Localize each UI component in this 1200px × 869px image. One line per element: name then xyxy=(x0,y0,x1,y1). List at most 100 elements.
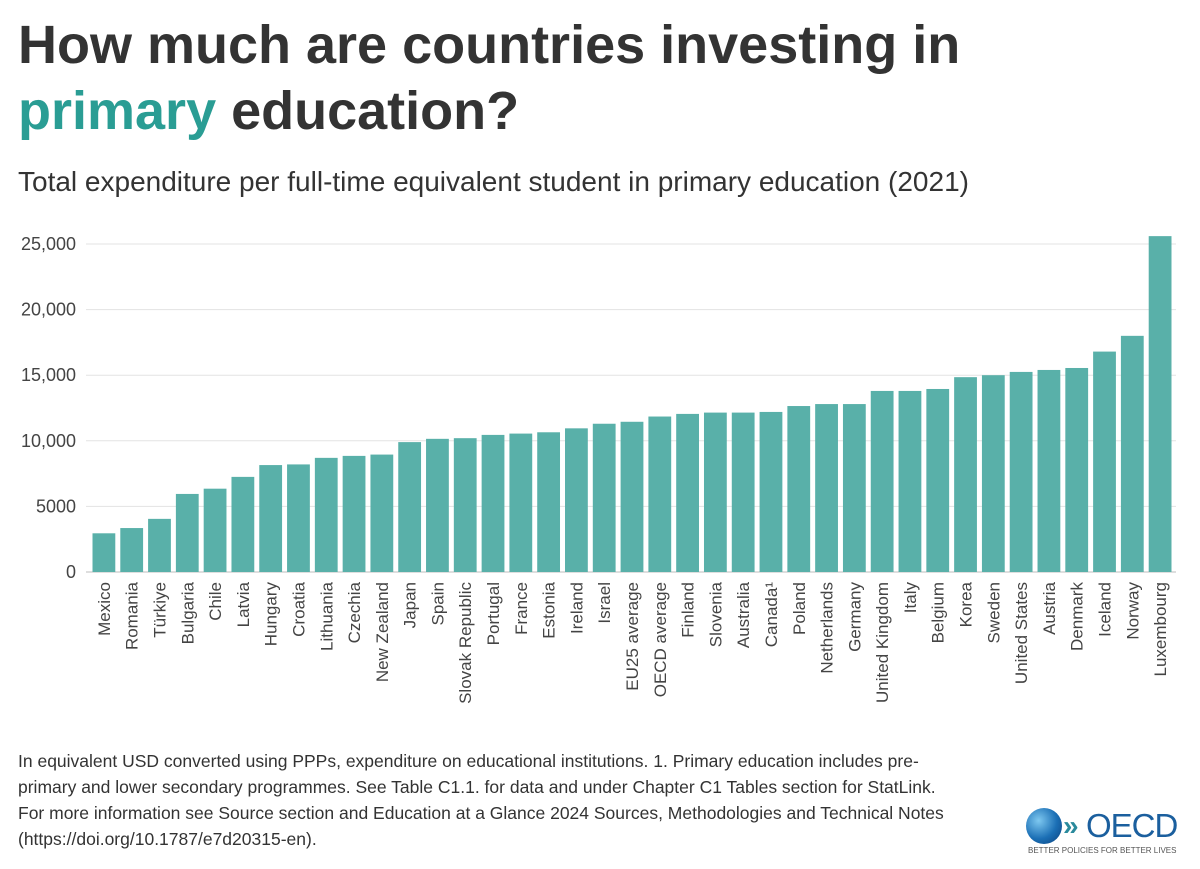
x-tick-label: Türkiye xyxy=(150,582,169,638)
x-tick-label: Italy xyxy=(901,582,920,614)
bar xyxy=(1065,367,1089,572)
bar xyxy=(370,454,394,572)
x-tick-label: Chile xyxy=(206,582,225,621)
bar xyxy=(926,388,950,572)
x-tick-label: Latvia xyxy=(234,581,253,627)
bar xyxy=(1148,236,1172,573)
bar xyxy=(426,438,449,572)
x-tick-label: Netherlands xyxy=(818,582,837,674)
bar xyxy=(120,528,144,572)
bar xyxy=(565,428,588,572)
x-tick-label: Poland xyxy=(790,582,809,635)
bar xyxy=(870,390,894,572)
title-part1: How much are countries investing in xyxy=(18,15,961,75)
x-tick-label: Canada¹ xyxy=(762,582,781,648)
bar xyxy=(314,457,338,572)
bar xyxy=(592,423,616,572)
x-tick-label: Iceland xyxy=(1096,582,1115,637)
bar xyxy=(509,433,533,572)
y-tick-label: 20,000 xyxy=(21,300,76,320)
bar xyxy=(287,464,310,572)
x-tick-label: Sweden xyxy=(984,582,1003,643)
bar xyxy=(981,375,1005,572)
bar xyxy=(259,465,283,572)
bar xyxy=(92,533,116,572)
footnote-line-1: In equivalent USD converted using PPPs, … xyxy=(18,751,919,771)
y-tick-label: 0 xyxy=(66,562,76,582)
x-tick-label: Korea xyxy=(957,581,976,627)
x-tick-label: Romania xyxy=(123,581,142,650)
chart-title: How much are countries investing in prima… xyxy=(18,12,1178,144)
x-tick-label: Slovak Republic xyxy=(456,582,475,704)
x-tick-label: Bulgaria xyxy=(178,581,197,644)
x-tick-label: Japan xyxy=(401,582,420,628)
bar xyxy=(203,488,227,572)
footnote-line-3: For more information see Source section … xyxy=(18,803,944,823)
bar xyxy=(1093,351,1116,572)
oecd-logo: » OECD BETTER POLICIES FOR BETTER LIVES xyxy=(1026,806,1191,862)
bar xyxy=(148,518,171,572)
bar xyxy=(175,493,199,572)
x-tick-label: Israel xyxy=(595,582,614,624)
x-tick-label: Luxembourg xyxy=(1151,582,1170,677)
y-tick-label: 10,000 xyxy=(21,431,76,451)
x-tick-label: Mexico xyxy=(95,582,114,636)
x-tick-label: New Zealand xyxy=(373,582,392,682)
footnote: In equivalent USD converted using PPPs, … xyxy=(18,748,1068,852)
bar xyxy=(1120,335,1144,572)
bar xyxy=(342,455,366,572)
x-tick-label: Belgium xyxy=(929,582,948,643)
x-tick-label: United States xyxy=(1012,582,1031,684)
bar xyxy=(1009,371,1033,572)
x-tick-label: Denmark xyxy=(1068,582,1087,651)
logo-wordmark: OECD xyxy=(1086,807,1178,844)
chevrons-icon: » xyxy=(1063,810,1078,841)
x-tick-label: France xyxy=(512,582,531,635)
footnote-line-2: primary and lower secondary programmes. … xyxy=(18,777,936,797)
x-tick-label: United Kingdom xyxy=(873,582,892,703)
x-tick-label: Slovenia xyxy=(706,581,725,647)
x-tick-label: Croatia xyxy=(289,581,308,636)
bar xyxy=(620,421,644,572)
x-tick-label: Australia xyxy=(734,581,753,648)
x-tick-label: Portugal xyxy=(484,582,503,645)
y-tick-label: 15,000 xyxy=(21,365,76,385)
bar xyxy=(703,412,727,572)
bar xyxy=(453,438,477,572)
x-tick-label: OECD average xyxy=(651,582,670,697)
globe-icon xyxy=(1026,808,1062,844)
bar xyxy=(398,442,422,572)
bar xyxy=(731,412,755,572)
bar xyxy=(231,476,255,572)
x-tick-label: Finland xyxy=(679,582,698,638)
chart-subtitle: Total expenditure per full-time equivale… xyxy=(18,166,969,197)
x-tick-label: Czechia xyxy=(345,581,364,643)
footnote-line-4: (https://doi.org/10.1787/e7d20315-en). xyxy=(18,829,317,849)
bar xyxy=(1037,369,1061,572)
title-highlight: primary xyxy=(18,81,217,141)
bar xyxy=(537,432,561,572)
x-tick-label: EU25 average xyxy=(623,582,642,691)
bars xyxy=(92,236,1172,573)
y-tick-label: 25,000 xyxy=(21,234,76,254)
y-tick-label: 5000 xyxy=(36,496,76,516)
bar xyxy=(815,404,838,572)
x-tick-label: Germany xyxy=(845,582,864,652)
bar xyxy=(648,416,672,572)
x-axis-labels: Mexico Romania Türkiye Bulgaria Chile Latvia H… xyxy=(95,581,1170,703)
bar xyxy=(759,411,783,572)
x-tick-label: Spain xyxy=(428,582,447,625)
x-tick-label: Norway xyxy=(1123,582,1142,640)
logo-tagline: BETTER POLICIES FOR BETTER LIVES xyxy=(1028,846,1177,855)
bar xyxy=(676,413,699,572)
title-part2: education? xyxy=(216,81,520,141)
bar xyxy=(954,377,977,572)
bar xyxy=(898,390,922,572)
x-tick-label: Ireland xyxy=(567,582,586,634)
x-tick-label: Austria xyxy=(1040,581,1059,634)
bar xyxy=(842,404,866,572)
bar xyxy=(787,406,811,572)
bar xyxy=(481,434,505,572)
x-tick-label: Estonia xyxy=(540,581,559,638)
bar-chart: 0 5000 10,000 15,000 20,000 25,000 Mexico Roma… xyxy=(21,234,1176,704)
